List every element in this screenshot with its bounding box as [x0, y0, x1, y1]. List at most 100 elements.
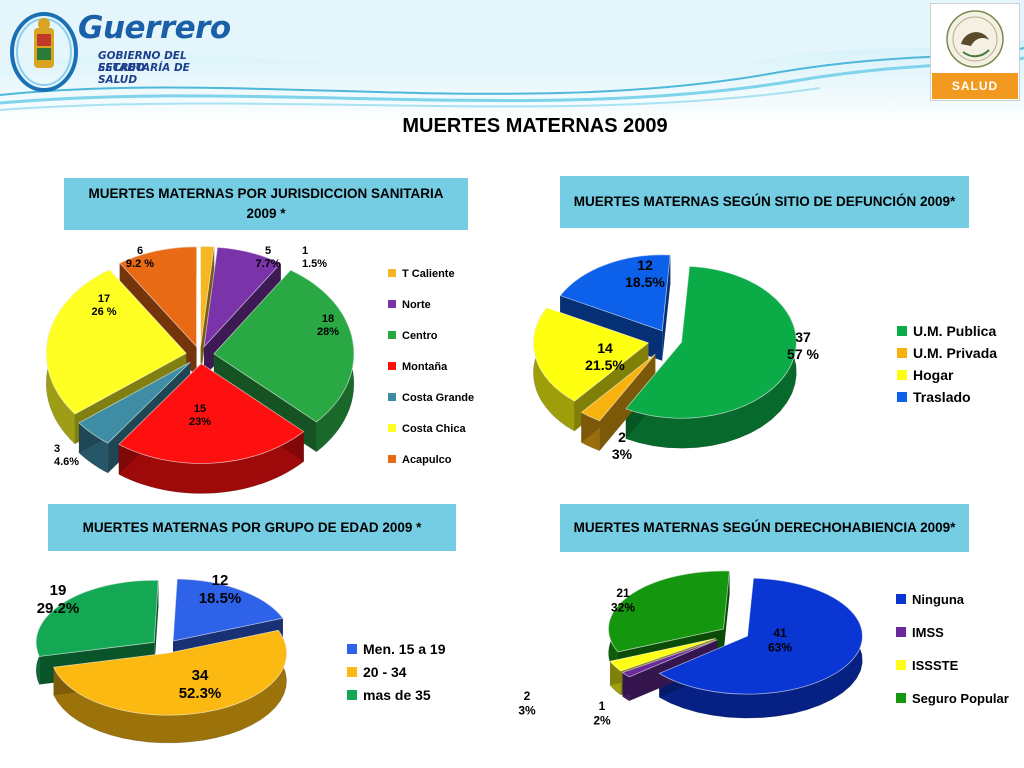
- legend-label-mas-de-35: mas de 35: [363, 687, 431, 703]
- legend-label-men-15-a-19: Men. 15 a 19: [363, 641, 446, 657]
- pie-slice-costa-grande: [78, 361, 191, 444]
- slice-percent-centro: 28%: [317, 326, 339, 338]
- slice-percent-ninguna: 63%: [768, 640, 792, 654]
- slice-label-u-m-privada: 2 3%: [612, 429, 633, 462]
- slice-percent-u-m-publica: 57 %: [787, 346, 819, 362]
- slice-percent-20-34: 52.3%: [179, 685, 222, 702]
- pie-slice-u-m-publica: [625, 265, 797, 419]
- slice-percent-u-m-privada: 3%: [612, 446, 633, 462]
- pie-slice-issste: [609, 637, 716, 672]
- guerrero-logo: Guerrero GOBIERNO DEL ESTADO SECRETARÍA …: [8, 6, 231, 94]
- pie-chart-edad: 12 18.5% 34 52.3% 19 29.2% Men. 15 a 19 20 - 34…: [35, 572, 446, 744]
- pie-chart-jurisdiccion: 1 1.5%5 7.7%18 28%15 23%3 4.6%17 26 %6 9.2 %T C…: [45, 245, 474, 494]
- slice-label-issste: 2 3%: [518, 689, 536, 717]
- slice-label-seguro-popular: 21 32%: [611, 586, 635, 614]
- legend-swatch-costa-grande: [388, 393, 396, 401]
- slice-value-montana: 15: [194, 403, 206, 415]
- pie-slice-wall-imss: [622, 639, 718, 697]
- legend-swatch-20-34: [347, 667, 357, 677]
- slice-value-costa-grande: 3: [54, 443, 60, 455]
- pie-slice-costa-chica: [45, 269, 187, 415]
- slice-label-u-m-publica: 37 57 %: [787, 329, 819, 362]
- legend-swatch-u-m-publica: [897, 326, 907, 336]
- brand-subtitle-1: GOBIERNO DEL ESTADO: [98, 50, 187, 74]
- slice-label-imss: 1 2%: [593, 699, 611, 727]
- slice-value-imss: 1: [599, 699, 606, 713]
- salud-label: SALUD: [932, 73, 1018, 99]
- coat-of-arms-icon: [10, 12, 78, 92]
- slice-percent-acapulco: 9.2 %: [126, 258, 154, 270]
- salud-logo: SALUD: [930, 3, 1020, 101]
- page-title: MUERTES MATERNAS 2009: [402, 115, 668, 137]
- pie-slice-20-34: [53, 629, 288, 716]
- mexico-seal-icon: [946, 10, 1004, 68]
- brand-name: Guerrero: [78, 10, 231, 46]
- legend-swatch-montana: [388, 362, 396, 370]
- pie-slice-wall-mas-de-35: [154, 580, 159, 671]
- slice-percent-imss: 2%: [593, 713, 611, 727]
- legend-swatch-acapulco: [388, 455, 396, 463]
- legend-label-20-34: 20 - 34: [363, 664, 407, 680]
- slice-value-t-caliente: 1: [302, 245, 308, 257]
- pie-slice-t-caliente: [200, 245, 215, 347]
- legend-swatch-issste: [896, 660, 906, 670]
- pie-slice-seguro-popular: [608, 570, 730, 653]
- pie-slice-mas-de-35: [35, 579, 159, 657]
- legend-swatch-imss: [896, 627, 906, 637]
- pie-slice-u-m-privada: [580, 353, 656, 422]
- legend-label-issste: ISSSTE: [912, 658, 959, 673]
- legend-label-ninguna: Ninguna: [912, 592, 965, 607]
- legend-swatch-norte: [388, 300, 396, 308]
- legend-label-u-m-publica: U.M. Publica: [913, 323, 996, 339]
- slice-value-u-m-publica: 37: [795, 329, 811, 345]
- slice-value-seguro-popular: 21: [616, 586, 630, 600]
- slice-percent-norte: 7.7%: [255, 258, 280, 270]
- slice-percent-costa-chica: 26 %: [91, 306, 116, 318]
- slice-percent-hogar: 21.5%: [585, 357, 625, 373]
- legend-swatch-men-15-a-19: [347, 644, 357, 654]
- chart-title-derechohabiencia: MUERTES MATERNAS SEGÚN DERECHOHABIENCIA …: [560, 504, 969, 552]
- pie-slice-ninguna: [658, 577, 863, 695]
- slice-percent-men-15-a-19: 18.5%: [199, 590, 242, 607]
- slice-percent-costa-grande: 4.6%: [54, 456, 79, 468]
- slice-percent-traslado: 18.5%: [625, 274, 665, 290]
- pie-chart-sitio: 37 57 % 2 3% 14 21.5% 12 18.5% U.M. Publica U.M. …: [533, 254, 997, 462]
- legend-label-u-m-privada: U.M. Privada: [913, 345, 997, 361]
- slice-value-norte: 5: [265, 245, 271, 257]
- slice-value-acapulco: 6: [137, 245, 143, 257]
- chart-title-sitio: MUERTES MATERNAS SEGÚN SITIO DE DEFUNCIÓ…: [560, 176, 969, 228]
- slice-value-mas-de-35: 19: [50, 582, 67, 599]
- legend-swatch-hogar: [897, 370, 907, 380]
- legend-label-acapulco: Acapulco: [402, 454, 452, 466]
- legend-label-t-caliente: T Caliente: [402, 268, 455, 280]
- pie-slice-wall-t-caliente: [200, 246, 215, 377]
- legend-swatch-ninguna: [896, 594, 906, 604]
- pie-chart-derechohabiencia: 41 63%1 2%2 3%21 32%NingunaIMSSISSSTESeguro …: [518, 570, 1009, 727]
- slice-percent-seguro-popular: 32%: [611, 600, 635, 614]
- legend-swatch-centro: [388, 331, 396, 339]
- chart-title-jurisdiccion: MUERTES MATERNAS POR JURISDICCION SANITA…: [64, 178, 468, 230]
- brand-subtitle-2: SECRETARÍA DE SALUD: [98, 62, 190, 86]
- slice-percent-t-caliente: 1.5%: [302, 258, 327, 270]
- slice-label-montana: 15 23%: [189, 403, 211, 428]
- slice-value-men-15-a-19: 12: [212, 572, 229, 589]
- slice-percent-mas-de-35: 29.2%: [37, 600, 80, 617]
- slice-label-men-15-a-19: 12 18.5%: [199, 572, 242, 607]
- slice-label-traslado: 12 18.5%: [625, 257, 665, 290]
- pie-slice-hogar: [533, 307, 650, 402]
- slice-label-mas-de-35: 19 29.2%: [37, 582, 80, 617]
- pie-slice-norte: [203, 246, 282, 349]
- legend-label-centro: Centro: [402, 330, 438, 342]
- pie-slice-montana: [118, 363, 305, 464]
- legend-label-costa-chica: Costa Chica: [402, 423, 466, 435]
- slice-label-costa-grande: 3 4.6%: [54, 443, 79, 468]
- slice-label-t-caliente: 1 1.5%: [302, 245, 327, 270]
- slice-value-costa-chica: 17: [98, 293, 110, 305]
- pie-slice-wall-traslado: [662, 254, 671, 361]
- legend-label-seguro-popular: Seguro Popular: [912, 691, 1009, 706]
- legend-label-norte: Norte: [402, 299, 431, 311]
- legend-label-traslado: Traslado: [913, 389, 971, 405]
- legend-label-imss: IMSS: [912, 625, 944, 640]
- slice-value-hogar: 14: [597, 340, 613, 356]
- pie-slice-men-15-a-19: [172, 578, 284, 642]
